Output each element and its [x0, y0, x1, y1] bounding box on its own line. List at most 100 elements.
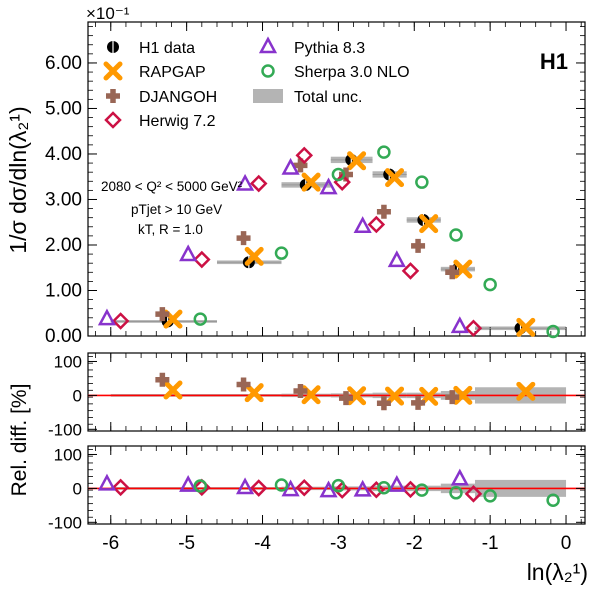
sherpa-rel-diff-point — [377, 480, 391, 495]
y-tick-label-ratio2: -100 — [48, 513, 82, 532]
rapgap-rel-diff-point — [516, 381, 536, 401]
y-tick-label-main: 6.00 — [45, 53, 82, 74]
rapgap-point — [301, 172, 321, 192]
ratio-panel-1-frame — [87, 352, 586, 432]
legend-rapgap-label: RAPGAP — [139, 64, 206, 81]
djangoh-point — [445, 265, 460, 280]
pythia-point — [179, 244, 198, 262]
y-tick-label-main: 4.00 — [45, 144, 82, 165]
djangoh-point — [155, 307, 170, 322]
pythia-point — [281, 157, 300, 175]
y-axis-label-ratio: Rel. diff. [%] — [8, 384, 31, 497]
x-tick-label: -6 — [102, 533, 119, 554]
djangoh-point — [376, 204, 391, 219]
legend-sherpa-marker — [261, 64, 275, 78]
sherpa-point — [331, 167, 346, 182]
pythia-point — [235, 173, 255, 191]
annotation-jet-algo: kT, R = 1.0 — [138, 222, 203, 237]
herwig-rel-diff-point — [401, 480, 420, 499]
x-tick-label: -5 — [178, 533, 195, 554]
pythia-point — [319, 177, 338, 195]
sherpa-point — [546, 324, 560, 339]
herwig-point — [464, 319, 483, 338]
sherpa-point — [377, 145, 391, 159]
x-axis-label: ln(λ₂¹) — [527, 559, 588, 585]
legend-sherpa-label: Sherpa 3.0 NLO — [294, 64, 410, 81]
pythia-point — [450, 316, 469, 334]
sherpa-rel-diff-point — [415, 483, 429, 497]
legend-unc-label: Total unc. — [294, 89, 362, 106]
herwig-rel-diff-point — [333, 481, 351, 499]
y-tick-label-ratio2: 100 — [54, 445, 82, 464]
y-tick-label-main: 3.00 — [45, 189, 82, 210]
herwig-rel-diff-point — [295, 478, 314, 497]
y-tick-label-main: 1.00 — [45, 280, 82, 301]
legend-herwig-marker — [104, 111, 122, 129]
series-markers — [97, 145, 560, 508]
pythia-rel-diff-point — [319, 480, 338, 498]
scale-factor-label: ×10⁻¹ — [86, 4, 130, 23]
y-tick-label-ratio1: 100 — [54, 352, 82, 371]
rapgap-point — [419, 214, 439, 234]
annotation-pt-cut: pTjet > 10 GeV — [131, 202, 222, 217]
y-tick-label-main: 0.00 — [45, 326, 82, 347]
rapgap-rel-diff-point — [244, 383, 264, 403]
legend-herwig-label: Herwig 7.2 — [139, 113, 216, 130]
y-tick-label-ratio1: 0 — [73, 386, 82, 405]
herwig-rel-diff-point — [111, 478, 130, 497]
herwig-point — [249, 174, 268, 193]
legend-djangoh-marker — [106, 89, 120, 103]
legend-unc-marker — [253, 89, 283, 103]
legend-data-label: H1 data — [139, 40, 195, 57]
djangoh-point — [411, 238, 426, 253]
y-tick-label-ratio2: 0 — [73, 479, 82, 498]
rapgap-point — [385, 168, 405, 188]
x-tick-label: -1 — [482, 533, 499, 554]
reference-lines — [88, 394, 585, 490]
ratio-panel-2-frame — [87, 445, 586, 525]
annotation-q2-range: 2080 < Q² < 5000 GeV² — [101, 179, 243, 194]
sherpa-point — [415, 175, 429, 189]
pythia-rel-diff-point — [353, 479, 372, 497]
y-tick-label-main: 2.00 — [45, 235, 82, 256]
herwig-rel-diff-point — [367, 480, 386, 499]
herwig-point — [401, 262, 420, 280]
x-tick-label: 0 — [561, 533, 572, 554]
x-tick-label: -4 — [254, 533, 271, 554]
pythia-point — [387, 250, 406, 268]
sherpa-point — [193, 312, 208, 326]
pythia-point — [353, 216, 372, 234]
rapgap-rel-diff-point — [453, 385, 473, 405]
pythia-rel-diff-point — [450, 468, 469, 486]
sherpa-point — [449, 228, 463, 242]
djangoh-rel-diff-point — [376, 396, 391, 411]
djangoh-rel-diff-point — [445, 390, 460, 405]
sherpa-rel-diff-point — [274, 478, 289, 492]
pythia-rel-diff-point — [387, 475, 406, 492]
rapgap-point — [516, 317, 536, 337]
experiment-label: H1 — [540, 49, 568, 74]
x-tick-label: -3 — [330, 533, 347, 554]
herwig-point — [367, 215, 386, 234]
y-tick-label-ratio1: -100 — [48, 420, 82, 439]
y-tick-label-main: 5.00 — [45, 98, 82, 119]
axis-ticks: 0.001.002.003.004.005.006.00-1000100-100… — [45, 22, 585, 554]
legend-pythia-marker — [258, 36, 278, 54]
djangoh-point — [293, 158, 308, 173]
herwig-rel-diff-point — [249, 479, 268, 497]
legend-pythia-label: Pythia 8.3 — [294, 40, 365, 57]
djangoh-rel-diff-point — [155, 372, 170, 387]
rapgap-point — [244, 246, 264, 266]
sherpa-rel-diff-point — [483, 489, 497, 503]
pythia-point — [97, 308, 117, 326]
sherpa-rel-diff-point — [449, 486, 463, 500]
legend-djangoh-label: DJANGOH — [139, 89, 217, 106]
sherpa-point — [274, 246, 289, 260]
herwig-point — [295, 146, 314, 165]
herwig-rel-diff-point — [464, 485, 483, 503]
sherpa-rel-diff-point — [331, 478, 346, 493]
djangoh-rel-diff-point — [338, 391, 353, 406]
djangoh-point — [236, 231, 251, 246]
main-panel-frame — [87, 21, 586, 337]
